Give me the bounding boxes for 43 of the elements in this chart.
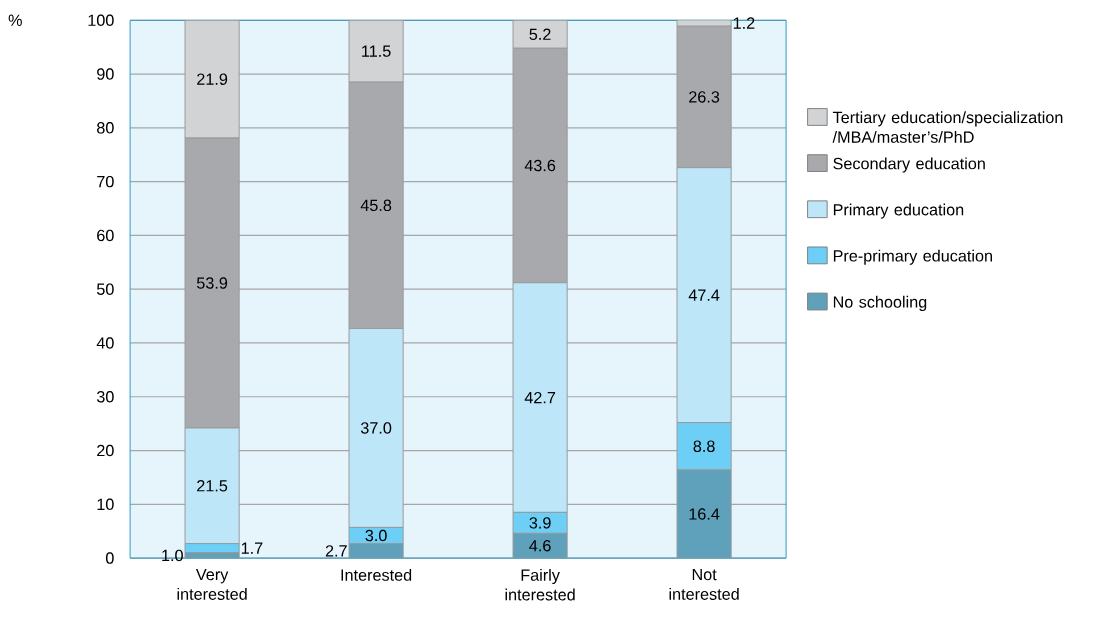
legend-label: Pre-primary education — [833, 249, 992, 265]
data-label: 4.6 — [529, 539, 551, 552]
data-label: 53.9 — [196, 277, 228, 289]
data-label: 43.6 — [524, 159, 556, 172]
data-label: 5.2 — [529, 28, 551, 40]
y-tick-label: 40 — [96, 337, 114, 349]
data-label: 26.3 — [689, 91, 720, 103]
y-tick-label: 20 — [97, 444, 114, 457]
data-label: 45.8 — [360, 199, 392, 212]
y-tick-label: 10 — [97, 498, 114, 511]
data-label: 42.7 — [524, 391, 556, 404]
bar — [348, 20, 404, 83]
legend-label: Secondary education — [833, 157, 985, 173]
y-tick-label: 70 — [97, 175, 114, 188]
data-label: 3.9 — [529, 517, 551, 529]
y-tick-label: 60 — [97, 229, 114, 242]
bar — [184, 20, 240, 139]
y-tick-label: 30 — [96, 390, 114, 403]
data-label: 37.0 — [360, 422, 392, 434]
legend-label: Tertiary education/specialization /MBA/master’s/PhD — [832, 111, 1063, 143]
data-label: 21.9 — [197, 73, 228, 85]
y-tick-label: 80 — [97, 122, 114, 134]
x-tick-label: Fairly interested — [505, 568, 575, 601]
data-label: 47.4 — [688, 289, 720, 301]
legend-label: No schooling — [833, 295, 927, 311]
data-label: 21.5 — [197, 480, 228, 492]
y-tick-label: 100 — [88, 14, 114, 27]
x-tick-label: Not interested — [669, 568, 739, 600]
x-tick-label: Interested — [341, 568, 412, 581]
y-tick-label: 50 — [96, 283, 114, 295]
x-tick-label: Very interested — [177, 568, 247, 600]
data-label: 16.4 — [689, 508, 720, 520]
data-label: 3.0 — [365, 529, 387, 542]
data-label: 8.8 — [693, 440, 715, 452]
y-tick-label: 90 — [97, 68, 114, 80]
data-label: 1.7 — [241, 542, 263, 554]
bar — [512, 20, 568, 49]
data-label: 1.0 — [162, 549, 183, 562]
data-label: 2.7 — [325, 545, 347, 557]
data-label: 11.5 — [362, 45, 391, 57]
legend-label: Primary education — [833, 203, 964, 219]
y-tick-label: 0 — [105, 552, 114, 564]
y-axis-title: % — [8, 14, 22, 26]
